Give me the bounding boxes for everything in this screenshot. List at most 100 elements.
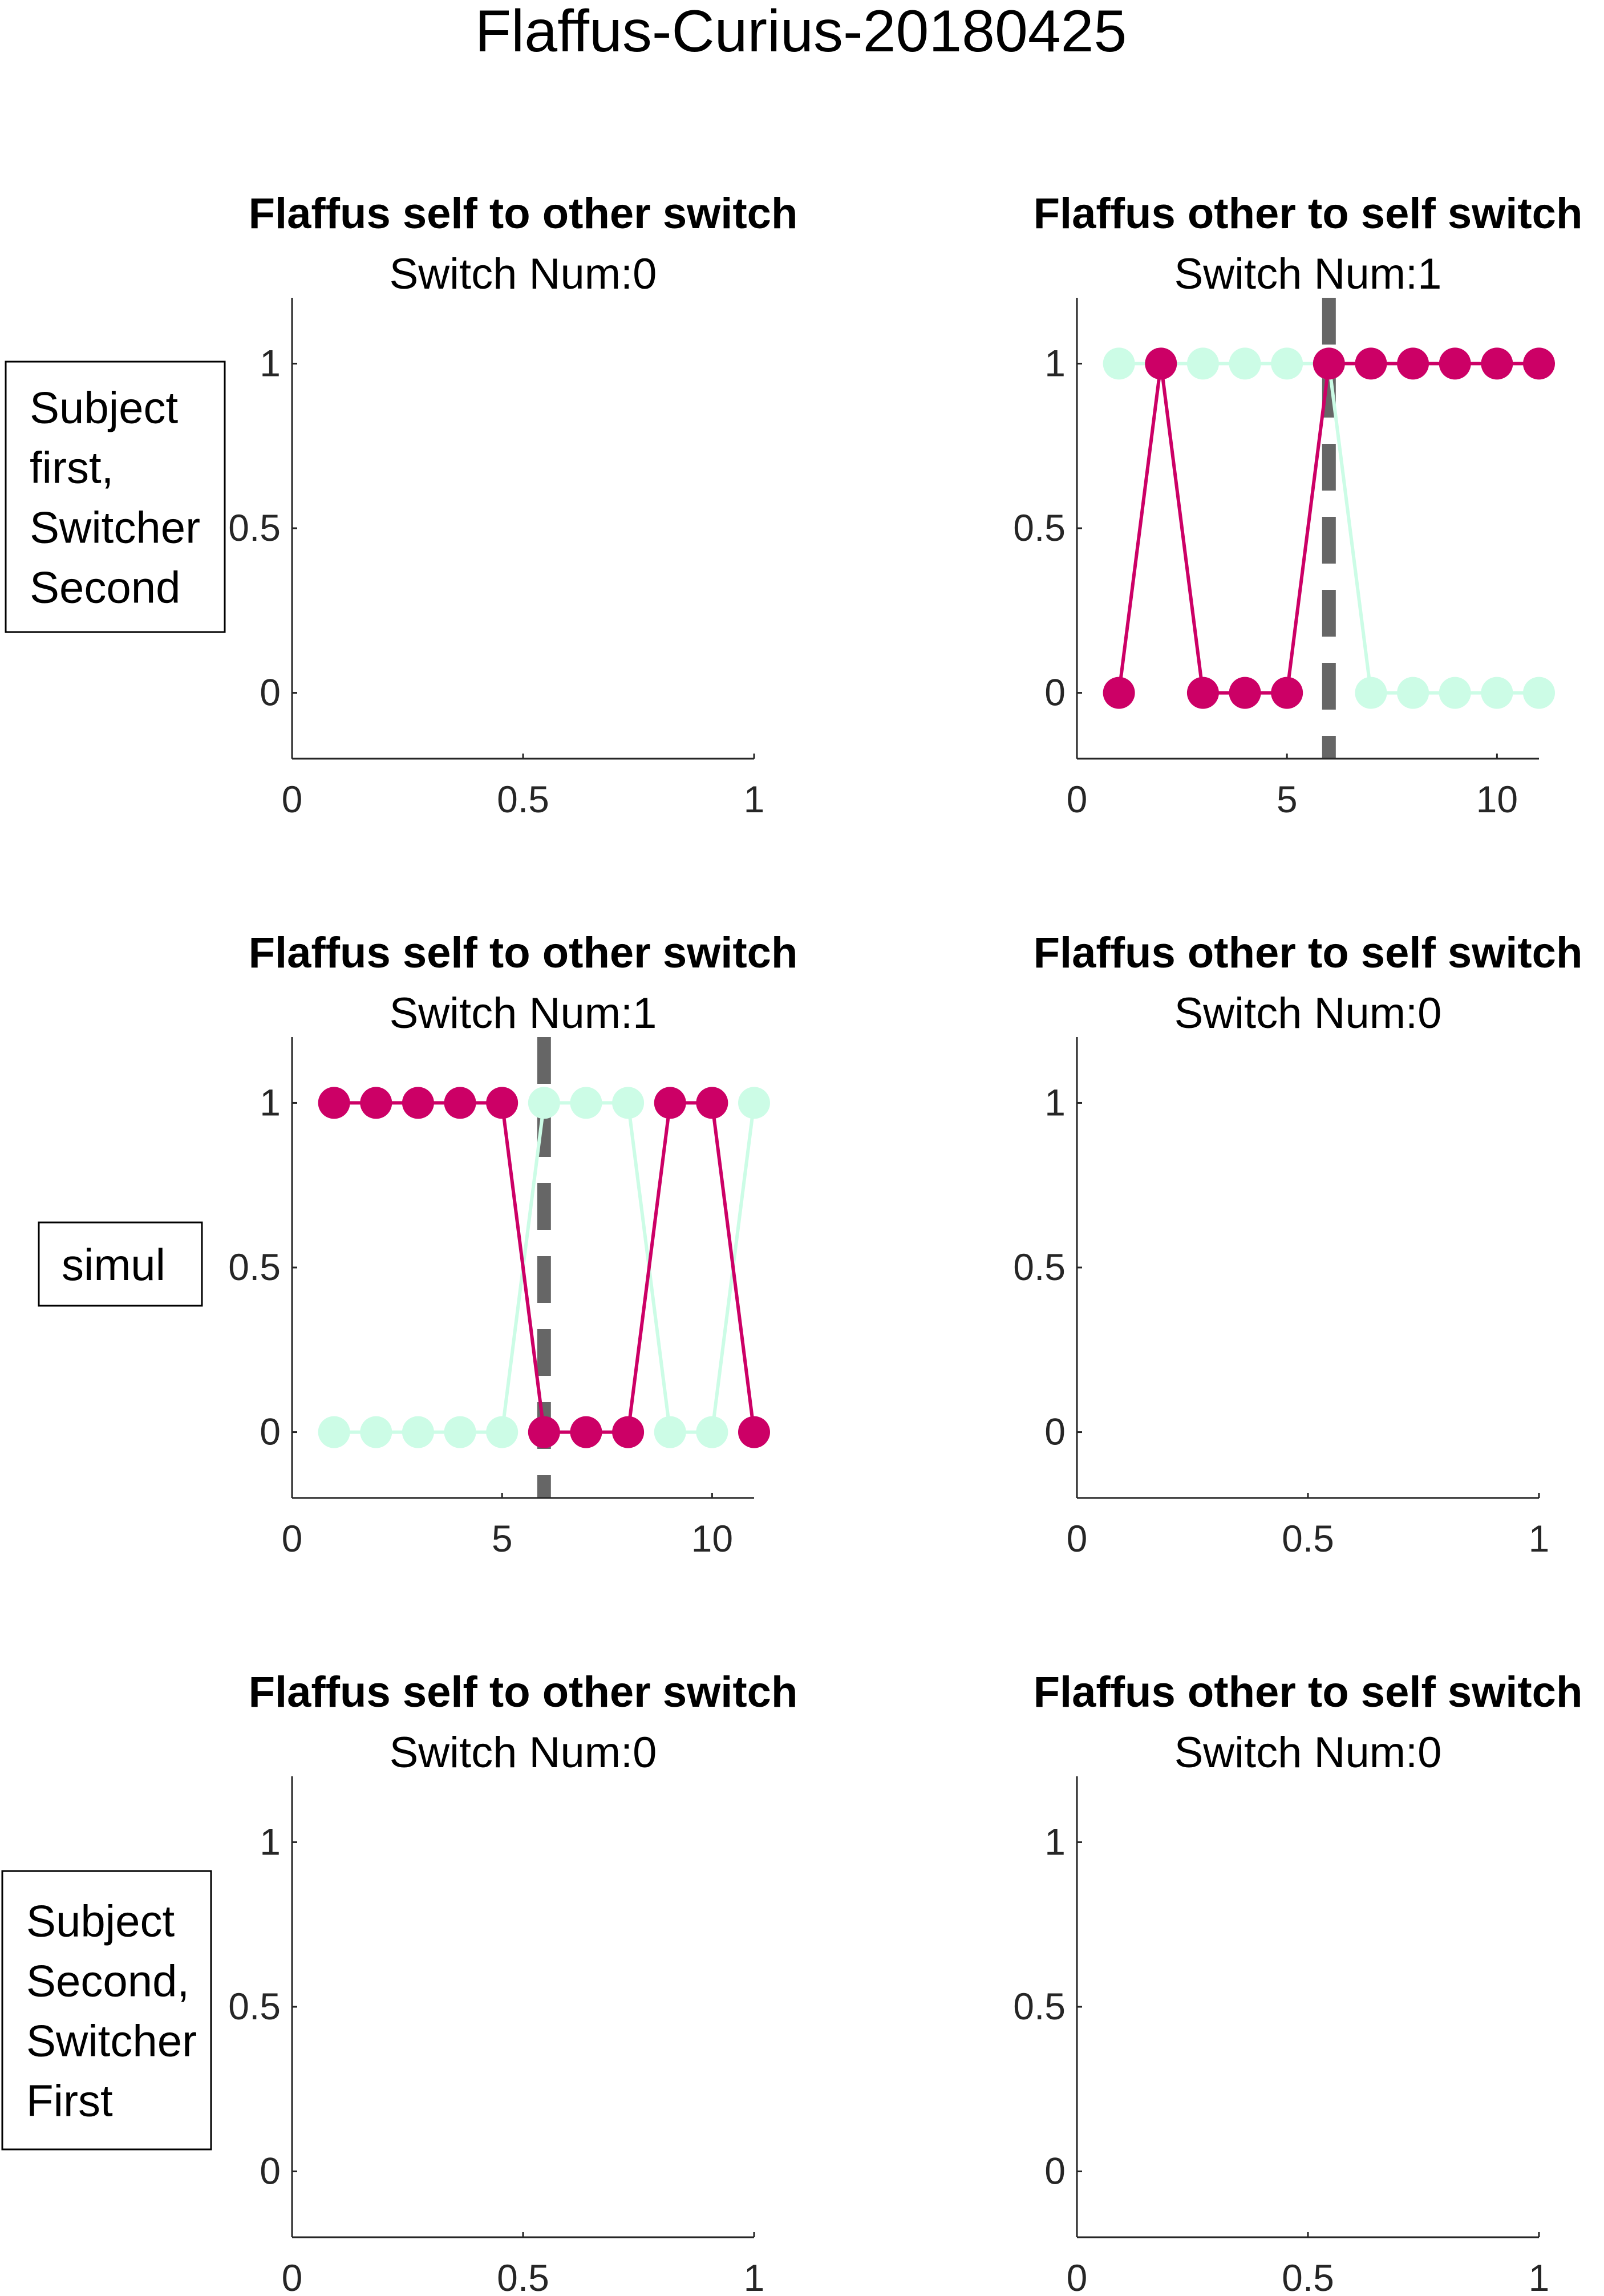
data-point: [360, 1416, 392, 1448]
data-point: [1103, 677, 1135, 709]
x-tick-label: 10: [691, 1517, 733, 1560]
x-tick-label: 0: [282, 778, 303, 820]
data-point: [402, 1416, 434, 1448]
panel-6: Flaffus other to self switch Switch Num:0…: [1013, 1668, 1582, 2296]
row-label-line: first,: [30, 443, 114, 493]
data-point: [612, 1087, 645, 1119]
x-tick-label: 0.5: [497, 2257, 549, 2296]
row-label-line: Subject: [26, 1896, 175, 1946]
panel-4: Flaffus other to self switch Switch Num:0…: [1013, 929, 1582, 1560]
data-point: [1229, 677, 1261, 709]
panel-subtitle: Switch Num:1: [390, 989, 657, 1038]
data-point: [1523, 677, 1555, 709]
y-tick-label: 0: [1044, 1411, 1066, 1453]
row-label-line: Subject: [30, 383, 178, 433]
data-point: [1523, 347, 1555, 380]
y-tick-label: 0: [260, 2150, 281, 2192]
x-tick-label: 0: [1067, 1517, 1088, 1560]
y-tick-label: 1: [1044, 1820, 1066, 1862]
row-labels: Subjectfirst,SwitcherSecondsimulSubjectS…: [1, 361, 226, 2151]
y-tick-label: 0: [1044, 2150, 1066, 2192]
data-point: [1481, 347, 1513, 380]
row-label-box: Subject first, Switcher Second: [5, 361, 226, 633]
data-point: [1271, 347, 1303, 380]
panel-subtitle: Switch Num:0: [390, 250, 657, 298]
data-point: [612, 1416, 645, 1448]
data-point: [696, 1087, 728, 1119]
data-point: [444, 1087, 476, 1119]
data-point: [444, 1416, 476, 1448]
y-tick-label: 1: [1044, 1081, 1066, 1123]
data-point: [738, 1416, 770, 1448]
panels: Flaffus self to other switch Switch Num:0…: [228, 189, 1582, 2296]
x-tick-label: 1: [744, 2257, 765, 2296]
data-point: [402, 1087, 434, 1119]
x-tick-label: 0: [1067, 2257, 1088, 2296]
data-point: [738, 1087, 770, 1119]
panel-title: Flaffus self to other switch: [249, 1668, 798, 1716]
x-tick-label: 0: [1067, 778, 1088, 820]
panel-title: Flaffus other to self switch: [1034, 929, 1583, 977]
y-tick-label: 0: [260, 1411, 281, 1453]
data-point: [1439, 347, 1471, 380]
x-tick-label: 0: [282, 1517, 303, 1560]
data-point: [318, 1416, 350, 1448]
data-point: [1229, 347, 1261, 380]
data-point: [1355, 677, 1387, 709]
data-point: [528, 1416, 560, 1448]
y-tick-label: 0.5: [228, 1985, 281, 2027]
y-tick-label: 1: [260, 1081, 281, 1123]
y-tick-label: 0: [260, 671, 281, 714]
y-tick-label: 0.5: [1013, 507, 1066, 549]
data-point: [1103, 347, 1135, 380]
data-point: [486, 1416, 519, 1448]
panel-subtitle: Switch Num:0: [1174, 1728, 1442, 1777]
data-point: [360, 1087, 392, 1119]
data-point: [1145, 347, 1177, 380]
row-label-line: Second: [30, 562, 181, 613]
panel-title: Flaffus other to self switch: [1034, 1668, 1583, 1716]
y-tick-label: 0: [1044, 671, 1066, 714]
data-point: [1481, 677, 1513, 709]
x-tick-label: 0.5: [1282, 1517, 1334, 1560]
data-point: [1397, 677, 1429, 709]
panel-title: Flaffus other to self switch: [1034, 189, 1583, 238]
data-point: [654, 1416, 686, 1448]
row-label-box: simul: [38, 1221, 203, 1307]
panel-subtitle: Switch Num:0: [1174, 989, 1442, 1038]
row-label-frame: [5, 361, 226, 633]
x-tick-label: 1: [744, 778, 765, 820]
data-point: [696, 1416, 728, 1448]
panel-5: Flaffus self to other switch Switch Num:0…: [228, 1668, 797, 2296]
data-point: [1439, 677, 1471, 709]
x-tick-label: 1: [1529, 1517, 1550, 1560]
x-tick-label: 5: [492, 1517, 513, 1560]
row-label-line: simul: [62, 1240, 165, 1290]
panel-1: Flaffus self to other switch Switch Num:0…: [228, 189, 797, 820]
y-tick-label: 1: [260, 1820, 281, 1862]
y-tick-label: 1: [260, 342, 281, 384]
x-tick-label: 0: [282, 2257, 303, 2296]
panel-title: Flaffus self to other switch: [249, 929, 798, 977]
row-label-frame: [1, 1870, 212, 2151]
data-point: [1186, 347, 1219, 380]
panel-subtitle: Switch Num:1: [1174, 250, 1442, 298]
panel-title: Flaffus self to other switch: [249, 189, 798, 238]
panel-subtitle: Switch Num:0: [390, 1728, 657, 1777]
data-point: [570, 1087, 602, 1119]
panel-3: Flaffus self to other switch Switch Num:1…: [228, 929, 797, 1560]
x-tick-label: 0.5: [497, 778, 549, 820]
data-point: [1397, 347, 1429, 380]
x-tick-label: 10: [1476, 778, 1518, 820]
data-point: [318, 1087, 350, 1119]
data-point: [654, 1087, 686, 1119]
y-tick-label: 0.5: [1013, 1246, 1066, 1288]
data-point: [486, 1087, 519, 1119]
data-point: [1355, 347, 1387, 380]
row-label-box: Subject Second, Switcher First: [1, 1870, 212, 2151]
row-label-line: Switcher: [30, 503, 200, 553]
y-tick-label: 0.5: [228, 1246, 281, 1288]
data-point: [570, 1416, 602, 1448]
data-point: [528, 1087, 560, 1119]
